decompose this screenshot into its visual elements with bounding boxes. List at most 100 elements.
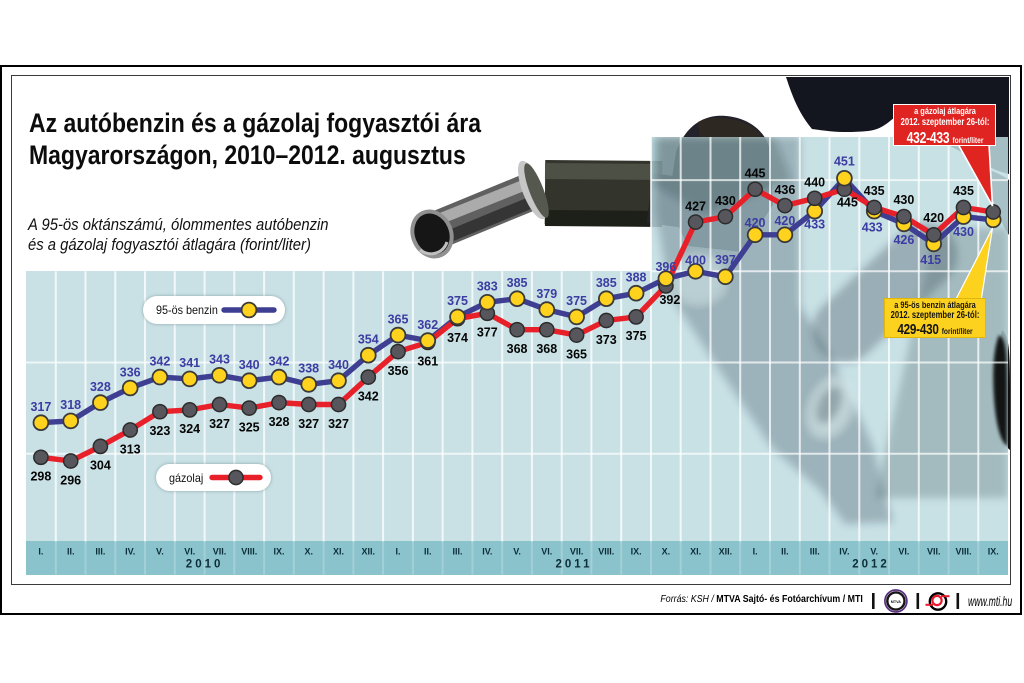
svg-text:392: 392 (659, 293, 680, 307)
svg-text:375: 375 (447, 294, 468, 308)
svg-text:I.: I. (395, 546, 400, 556)
svg-text:445: 445 (837, 196, 858, 210)
svg-text:XI.: XI. (690, 546, 701, 556)
svg-text:365: 365 (566, 347, 587, 361)
svg-text:2011: 2011 (556, 559, 593, 571)
svg-text:323: 323 (149, 424, 170, 438)
svg-text:385: 385 (596, 276, 617, 290)
svg-text:341: 341 (179, 356, 200, 370)
svg-text:327: 327 (298, 417, 319, 431)
svg-text:IV.: IV. (839, 546, 849, 556)
svg-text:XII.: XII. (362, 546, 376, 556)
svg-text:IX.: IX. (273, 546, 284, 556)
svg-text:388: 388 (626, 271, 647, 285)
svg-text:VI.: VI. (184, 546, 195, 556)
svg-text:336: 336 (120, 365, 141, 379)
svg-text:VII.: VII. (927, 546, 941, 556)
svg-text:433: 433 (862, 220, 883, 234)
svg-text:420: 420 (774, 214, 795, 228)
svg-text:374: 374 (447, 331, 468, 345)
svg-text:2010: 2010 (186, 559, 224, 571)
svg-text:342: 342 (269, 354, 290, 368)
svg-text:379: 379 (536, 287, 557, 301)
svg-text:368: 368 (507, 342, 528, 356)
svg-text:328: 328 (90, 380, 111, 394)
svg-text:383: 383 (477, 280, 498, 294)
svg-text:VI.: VI. (898, 546, 909, 556)
svg-text:VIII.: VIII. (241, 546, 257, 556)
svg-text:338: 338 (298, 362, 319, 376)
svg-text:397: 397 (715, 253, 736, 267)
svg-text:313: 313 (120, 442, 141, 456)
svg-text:340: 340 (328, 358, 349, 372)
svg-text:342: 342 (358, 389, 379, 403)
svg-text:433: 433 (804, 217, 825, 231)
svg-text:427: 427 (685, 199, 706, 213)
svg-text:440: 440 (804, 176, 825, 190)
svg-text:396: 396 (655, 260, 676, 274)
svg-text:325: 325 (239, 420, 260, 434)
svg-text:365: 365 (388, 312, 409, 326)
svg-text:362: 362 (417, 318, 438, 332)
svg-text:XI.: XI. (333, 546, 344, 556)
svg-text:420: 420 (745, 216, 766, 230)
svg-text:430: 430 (715, 194, 736, 208)
svg-text:V.: V. (870, 546, 878, 556)
svg-text:356: 356 (388, 364, 409, 378)
svg-text:X.: X. (304, 546, 313, 556)
svg-text:XII.: XII. (719, 546, 733, 556)
svg-text:400: 400 (685, 254, 706, 268)
svg-text:420: 420 (923, 211, 944, 225)
svg-text:IV.: IV. (125, 546, 135, 556)
svg-text:430: 430 (953, 225, 974, 239)
svg-text:342: 342 (149, 354, 170, 368)
svg-text:328: 328 (269, 415, 290, 429)
svg-text:V.: V. (156, 546, 164, 556)
svg-text:X.: X. (662, 546, 671, 556)
svg-text:340: 340 (239, 358, 260, 372)
svg-text:III.: III. (810, 546, 820, 556)
svg-text:430: 430 (893, 193, 914, 207)
svg-text:III.: III. (452, 546, 462, 556)
svg-text:377: 377 (477, 326, 498, 340)
svg-text:343: 343 (209, 353, 230, 367)
svg-text:324: 324 (179, 422, 200, 436)
svg-text:MTVA: MTVA (891, 600, 902, 604)
svg-text:VI.: VI. (541, 546, 552, 556)
svg-text:VIII.: VIII. (955, 546, 971, 556)
svg-text:361: 361 (417, 355, 438, 369)
svg-text:327: 327 (209, 417, 230, 431)
svg-text:II.: II. (781, 546, 789, 556)
svg-text:435: 435 (864, 184, 885, 198)
svg-text:298: 298 (30, 470, 51, 484)
svg-text:I.: I. (753, 546, 758, 556)
svg-text:436: 436 (774, 183, 795, 197)
svg-text:415: 415 (920, 253, 941, 267)
svg-text:304: 304 (90, 459, 111, 473)
svg-text:445: 445 (745, 167, 766, 181)
svg-text:375: 375 (626, 329, 647, 343)
svg-text:373: 373 (596, 333, 617, 347)
svg-text:327: 327 (328, 417, 349, 431)
svg-text:III.: III. (95, 546, 105, 556)
svg-text:318: 318 (60, 398, 81, 412)
svg-text:VII.: VII. (570, 546, 584, 556)
svg-text:I.: I. (38, 546, 43, 556)
svg-text:426: 426 (893, 233, 914, 247)
svg-text:385: 385 (507, 276, 528, 290)
svg-text:354: 354 (358, 333, 379, 347)
svg-text:2012: 2012 (852, 559, 890, 571)
svg-text:IX.: IX. (631, 546, 642, 556)
svg-text:IV.: IV. (482, 546, 492, 556)
svg-text:368: 368 (536, 342, 557, 356)
svg-text:II.: II. (424, 546, 432, 556)
svg-text:V.: V. (513, 546, 521, 556)
svg-text:VII.: VII. (213, 546, 227, 556)
svg-text:IX.: IX. (988, 546, 999, 556)
svg-text:451: 451 (834, 155, 855, 169)
svg-text:296: 296 (60, 473, 81, 487)
svg-text:435: 435 (953, 184, 974, 198)
svg-text:VIII.: VIII. (598, 546, 614, 556)
svg-text:II.: II. (67, 546, 75, 556)
svg-text:317: 317 (30, 400, 51, 414)
